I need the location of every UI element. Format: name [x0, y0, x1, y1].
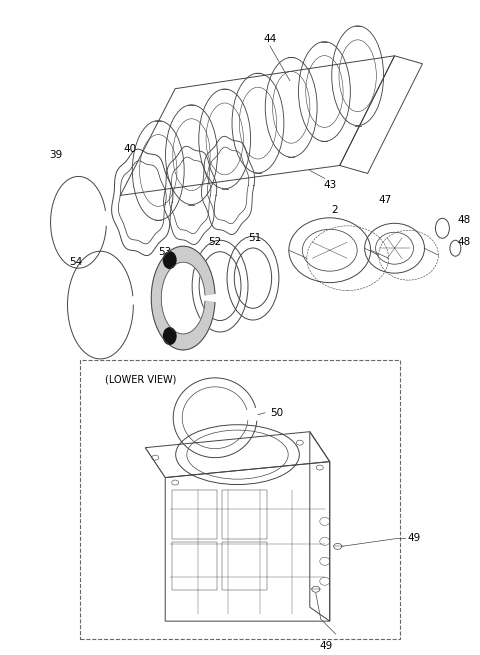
- Ellipse shape: [163, 327, 177, 345]
- Text: 50: 50: [270, 408, 283, 418]
- Text: 2: 2: [331, 205, 338, 215]
- Polygon shape: [151, 246, 215, 350]
- Text: 48: 48: [457, 237, 470, 247]
- Bar: [172, 542, 217, 590]
- Text: 47: 47: [378, 195, 391, 206]
- Text: 54: 54: [69, 257, 82, 267]
- Ellipse shape: [163, 251, 177, 269]
- Text: 49: 49: [408, 533, 421, 544]
- Text: (LOWER VIEW): (LOWER VIEW): [106, 375, 177, 385]
- Text: 40: 40: [124, 143, 137, 153]
- Bar: [81, 360, 399, 639]
- Text: 53: 53: [158, 247, 172, 257]
- Bar: [172, 489, 217, 539]
- Text: 48: 48: [457, 215, 470, 225]
- Text: 52: 52: [208, 237, 222, 247]
- Text: 39: 39: [49, 151, 62, 160]
- Text: 51: 51: [248, 233, 262, 243]
- Bar: [222, 542, 267, 590]
- Bar: [222, 489, 267, 539]
- Text: 44: 44: [264, 34, 276, 44]
- Text: 49: 49: [319, 641, 332, 651]
- Text: 43: 43: [323, 180, 336, 191]
